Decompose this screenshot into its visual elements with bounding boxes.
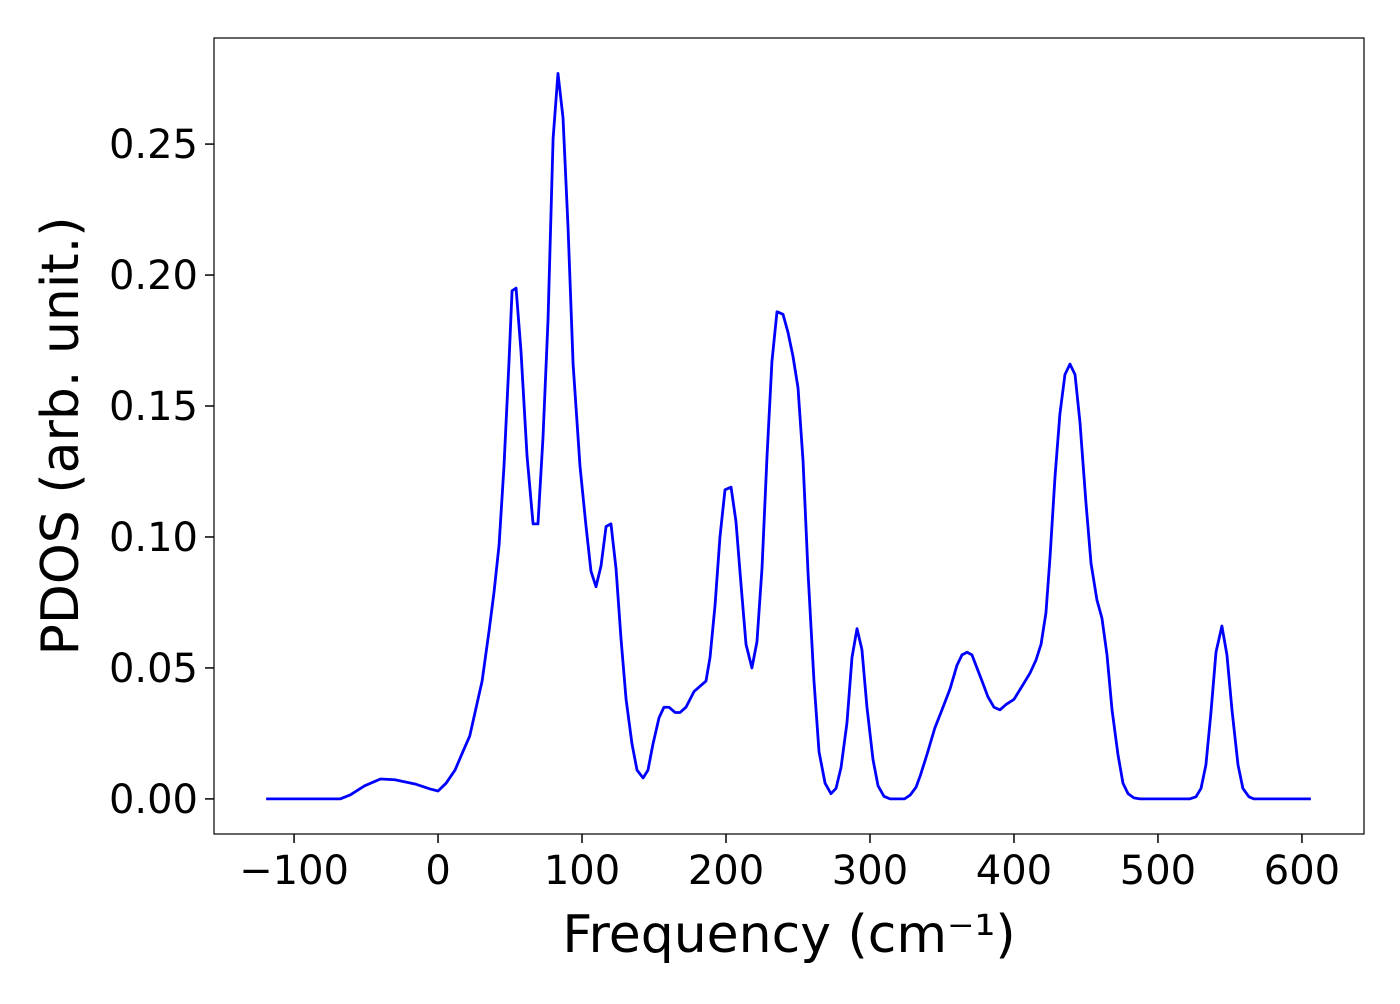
x-tick-label: 600 [1264, 848, 1340, 894]
data-line [266, 71, 1311, 801]
y-tick-label: 0.20 [109, 253, 198, 299]
x-tick-label: 100 [544, 848, 620, 894]
x-axis-label: Frequency (cm⁻¹) [562, 905, 1015, 965]
x-tick-label: 0 [425, 848, 450, 894]
x-tick-label: 400 [976, 848, 1052, 894]
y-tick-label: 0.00 [109, 777, 198, 823]
x-tick-label: 200 [688, 848, 764, 894]
x-tick-label: 500 [1120, 848, 1196, 894]
y-tick-label: 0.25 [109, 122, 198, 168]
y-tick-label: 0.05 [109, 646, 198, 692]
x-tick-label: −100 [239, 848, 349, 894]
plot-frame [213, 37, 1365, 835]
y-tick-label: 0.15 [109, 384, 198, 430]
y-tick-label: 0.10 [109, 515, 198, 561]
y-axis-label: PDOS (arb. unit.) [31, 216, 91, 655]
x-tick-label: 300 [832, 848, 908, 894]
